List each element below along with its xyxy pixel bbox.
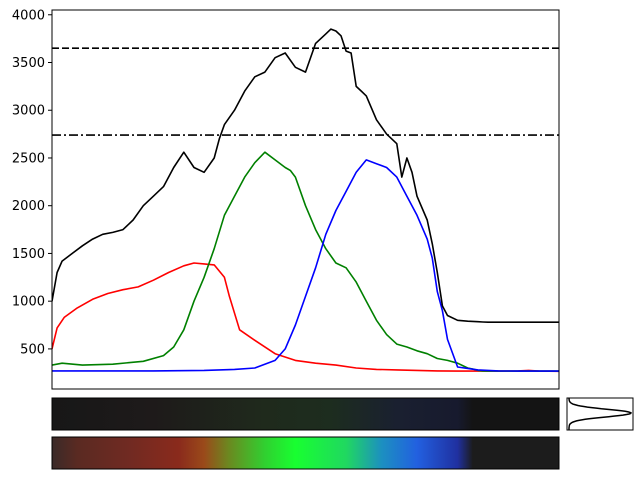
profile-curve: [568, 398, 633, 430]
vertical-profile-plot: [566, 397, 634, 431]
observed-spectrum-strip: [51, 397, 560, 431]
series-line-2: [52, 159, 559, 372]
main-plot: 500 1000 1500 2000 2500 3000 3500 4000: [12, 8, 560, 390]
y-axis: 500 1000 1500 2000 2500 3000 3500 4000: [12, 8, 52, 357]
profile-frame: [566, 397, 634, 431]
y-tick-label: 500: [20, 342, 45, 357]
observed-strip-image: [52, 398, 559, 430]
plot-frame: [51, 9, 560, 390]
plot-area: [52, 10, 559, 389]
y-tick-label: 4000: [12, 8, 45, 23]
y-tick-label: 1000: [12, 295, 45, 310]
y-tick-label: 3000: [12, 104, 45, 119]
y-tick-label: 2500: [12, 151, 45, 166]
y-tick-label: 2000: [12, 199, 45, 214]
reconstructed-strip-frame: [51, 436, 560, 470]
reconstructed-strip-image: [52, 437, 559, 469]
series-line-3: [52, 28, 559, 323]
reference-lines: [52, 47, 559, 136]
reconstructed-spectrum-strip: [51, 436, 560, 470]
series-lines: [52, 28, 559, 373]
y-tick-label: 3500: [12, 56, 45, 71]
series-line-0: [52, 262, 559, 373]
observed-strip-frame: [51, 397, 560, 431]
y-tick-label: 1500: [12, 247, 45, 262]
